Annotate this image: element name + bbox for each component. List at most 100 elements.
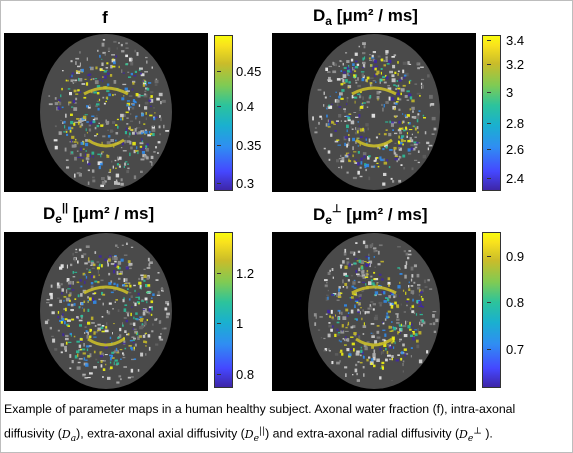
tick-label: 3.2 xyxy=(506,57,525,72)
tissue-texture xyxy=(97,269,99,274)
tissue-texture xyxy=(131,336,135,338)
white-matter-voxel xyxy=(76,340,80,343)
white-matter-voxel xyxy=(113,361,115,366)
tissue-texture xyxy=(417,142,421,144)
tissue-texture xyxy=(346,98,348,103)
tissue-texture xyxy=(57,329,60,332)
tissue-texture xyxy=(384,318,387,321)
white-matter-voxel xyxy=(71,139,72,143)
tissue-texture xyxy=(328,350,331,352)
tissue-texture xyxy=(387,354,391,357)
white-matter-voxel xyxy=(354,70,357,73)
title-subscript: a xyxy=(325,14,332,28)
corpus-callosum xyxy=(351,86,397,148)
tissue-texture xyxy=(419,321,421,326)
white-matter-voxel xyxy=(69,332,72,336)
white-matter-voxel xyxy=(326,114,328,118)
white-matter-voxel xyxy=(105,363,107,366)
white-matter-voxel xyxy=(388,166,391,169)
white-matter-voxel xyxy=(73,141,77,143)
white-matter-voxel xyxy=(345,308,349,312)
white-matter-voxel xyxy=(396,80,398,82)
white-matter-voxel xyxy=(128,76,132,78)
symbol-superscript: ⊥ xyxy=(473,425,482,436)
tissue-texture xyxy=(137,127,141,129)
white-matter-voxel xyxy=(142,309,146,311)
white-matter-voxel xyxy=(114,255,117,257)
white-matter-voxel xyxy=(407,148,411,152)
tissue-texture xyxy=(383,158,386,162)
tissue-texture xyxy=(100,152,103,155)
tissue-texture xyxy=(367,156,370,160)
tissue-texture xyxy=(431,133,435,135)
title-superscript: ⊥ xyxy=(331,203,342,215)
white-matter-voxel xyxy=(133,346,135,350)
white-matter-voxel xyxy=(366,79,368,83)
white-matter-voxel xyxy=(335,314,336,317)
tissue-texture xyxy=(143,93,148,98)
white-matter-voxel xyxy=(70,127,74,130)
tissue-texture xyxy=(344,115,348,117)
white-matter-voxel xyxy=(362,66,364,69)
white-matter-voxel xyxy=(152,293,155,296)
tissue-texture xyxy=(126,242,128,245)
tissue-texture xyxy=(119,327,122,332)
tissue-texture xyxy=(341,157,345,161)
white-matter-voxel xyxy=(360,346,362,349)
tissue-texture xyxy=(333,62,336,66)
tissue-texture xyxy=(63,308,66,311)
white-matter-voxel xyxy=(407,139,411,143)
white-matter-voxel xyxy=(381,361,385,365)
tissue-texture xyxy=(127,312,129,317)
white-matter-voxel xyxy=(416,141,419,144)
white-matter-voxel xyxy=(381,291,384,294)
white-matter-voxel xyxy=(90,275,94,279)
tissue-texture xyxy=(396,314,399,318)
white-matter-voxel xyxy=(143,274,147,278)
white-matter-voxel xyxy=(371,57,375,59)
white-matter-voxel xyxy=(135,132,137,135)
white-matter-voxel xyxy=(397,97,400,100)
white-matter-voxel xyxy=(391,329,394,332)
tissue-texture xyxy=(402,61,407,65)
tissue-texture xyxy=(54,125,57,128)
white-matter-voxel xyxy=(344,142,346,147)
white-matter-voxel xyxy=(96,133,99,135)
white-matter-voxel xyxy=(82,272,86,276)
tissue-texture xyxy=(399,340,401,342)
white-matter-voxel xyxy=(373,271,376,274)
tissue-texture xyxy=(163,124,165,129)
tissue-texture xyxy=(126,333,130,336)
white-matter-voxel xyxy=(99,54,101,58)
tissue-texture xyxy=(79,153,82,157)
tissue-texture xyxy=(71,144,76,148)
tissue-texture xyxy=(338,158,342,160)
white-matter-voxel xyxy=(383,291,386,295)
tissue-texture xyxy=(76,150,79,152)
white-matter-voxel xyxy=(91,115,95,117)
tissue-texture xyxy=(77,65,81,68)
tissue-texture xyxy=(388,132,392,137)
white-matter-voxel xyxy=(132,339,135,341)
white-matter-voxel xyxy=(150,300,154,304)
white-matter-voxel xyxy=(140,287,142,290)
tissue-texture xyxy=(385,53,388,56)
tick-label: 1.2 xyxy=(236,266,255,281)
tissue-texture xyxy=(340,330,345,334)
white-matter-voxel xyxy=(327,296,329,300)
white-matter-voxel xyxy=(78,77,80,81)
brain-slice-image xyxy=(308,233,440,389)
white-matter-voxel xyxy=(125,63,128,66)
tissue-texture xyxy=(72,252,74,256)
tissue-texture xyxy=(400,88,405,92)
tissue-texture xyxy=(59,101,62,106)
white-matter-voxel xyxy=(118,273,122,275)
tissue-texture xyxy=(351,128,354,130)
tissue-texture xyxy=(387,85,390,87)
white-matter-voxel xyxy=(417,131,419,134)
white-matter-voxel xyxy=(385,347,387,351)
white-matter-voxel xyxy=(423,117,426,119)
white-matter-voxel xyxy=(373,278,377,280)
white-matter-voxel xyxy=(125,127,128,131)
tissue-texture xyxy=(79,51,81,54)
